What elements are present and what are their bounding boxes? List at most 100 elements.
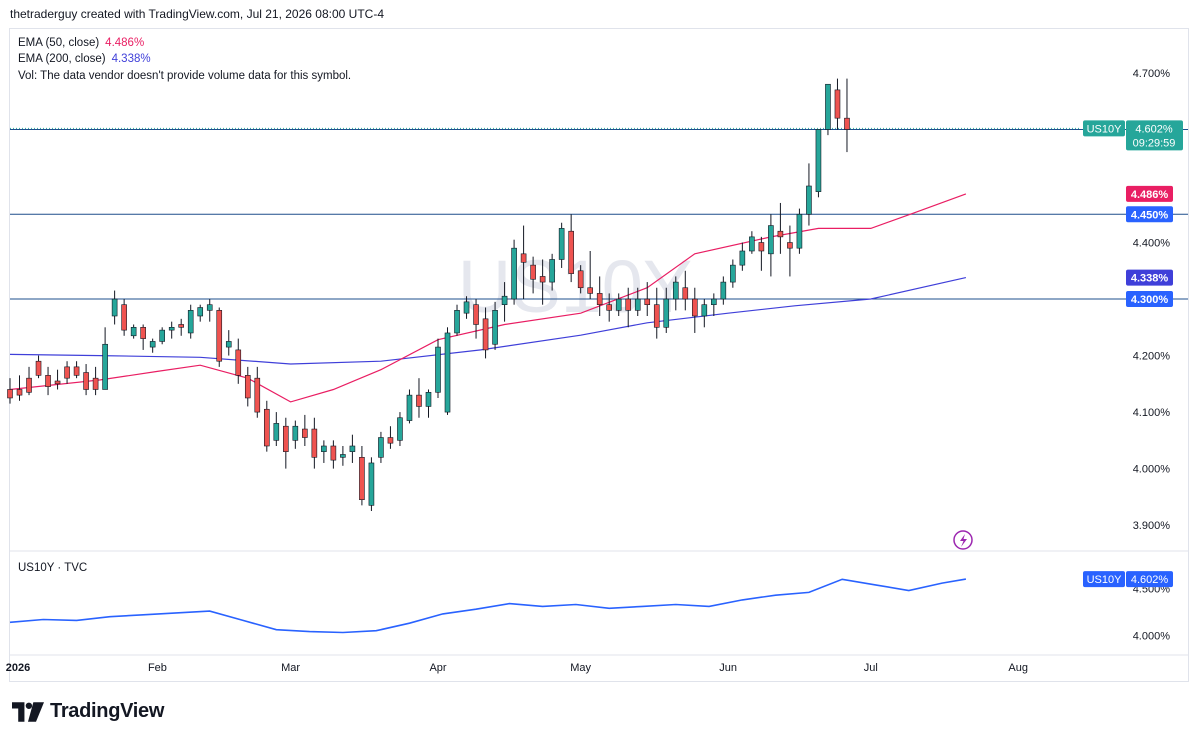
chart-frame [9,28,1189,682]
candle-body [140,327,146,339]
candle-body [511,247,517,300]
subpane-price-tag-label: 4.602% [1131,574,1169,586]
candle-body [777,230,784,238]
subpane-title: US10Y · TVC [18,562,88,574]
candle-body [368,462,375,506]
price-axis-label: 4.000% [1133,464,1171,476]
candle-body [149,341,156,348]
candle-body [691,298,698,317]
candle-body [321,445,327,452]
candle-body [444,332,451,413]
candle-body [7,389,13,399]
candle-body [672,281,679,300]
candle-body [302,428,308,438]
candle-body [720,281,727,300]
candle-body [26,377,32,393]
ema-tag-label: 4.486% [1131,189,1169,201]
candle-body [473,304,479,325]
time-axis-label: Jul [864,662,878,674]
level-tag-label: 4.450% [1131,209,1169,221]
candle-body [83,372,89,390]
candle-body [35,360,42,376]
candle-body [197,307,204,317]
candle-body [758,242,765,252]
legend-ema50[interactable]: EMA (50, close) 4.486% [18,36,144,50]
candle-body [45,375,51,387]
candle-body [834,89,841,119]
ema50-label: EMA (50, close) [18,37,100,49]
price-axis[interactable]: 3.900% 4.000% 4.100% 4.200% 4.400% 4.700% [1133,68,1171,532]
candle-body [330,445,337,461]
time-axis-label: Apr [429,662,446,674]
ema-tag-bg [1126,185,1173,202]
candle-body [397,417,403,441]
candle-body [739,250,746,266]
candle-body [235,349,242,376]
candle-body [682,287,689,300]
candle-body [263,408,270,447]
candle-body [634,298,641,311]
candle-body [378,437,384,458]
time-axis-label: Mar [281,662,300,674]
candle-body [102,343,108,390]
candle-body [815,129,822,192]
candle-body [482,318,489,351]
legend-ema200[interactable]: EMA (200, close) 4.338% [18,52,151,66]
candle-body [711,298,717,305]
level-tag-label: 4.300% [1131,294,1169,306]
level-tag-bg [1126,291,1173,308]
candle-body [121,304,127,331]
candle-body [206,304,213,311]
level-tag-bg [1126,206,1173,223]
time-axis[interactable]: 2026 Feb Mar Apr May Jun Jul Aug [6,662,1028,674]
candle-body [273,423,280,441]
candle-body [539,276,546,283]
candle-body [340,454,346,458]
candle-body [492,310,498,345]
candle-body [254,377,261,413]
subpane-line-series [9,578,967,634]
last-price-tag-bg [1126,120,1183,151]
candle-body [425,392,432,407]
candle-body [825,83,831,130]
candle-body [625,298,632,311]
sub-pane-line: 4.500%4.000%US10Y 4.602% [9,571,1173,642]
ema-tag-bg [1126,269,1173,286]
candle-body [111,298,118,317]
candle-body [644,298,651,305]
candle-body [615,298,622,311]
candle-body [577,270,584,289]
price-axis-label: 4.700% [1133,68,1171,80]
price-tags: 4.600%4.450%4.300%4.486%4.338%US10Y4.602… [1083,120,1183,308]
candle-body [454,310,460,334]
candle-body [178,324,184,328]
candle-body [701,304,708,317]
tradingview-logo[interactable]: TradingView [12,700,164,723]
candle-body [463,301,470,314]
ema50-value: 4.486% [105,37,145,49]
time-axis-label: Aug [1008,662,1028,674]
candle-body [92,377,99,390]
time-axis-label: Jun [719,662,737,674]
candle-body [292,425,299,441]
symbol-tag-label: US10Y [1087,123,1123,135]
candle-body [558,228,565,260]
ema-lines [9,193,967,403]
candle-body [244,375,251,399]
tradingview-brand: TradingView [50,700,165,722]
candle-body [568,230,574,274]
candle-body [787,242,793,249]
candle-body [311,428,318,458]
symbol-tag-bg [1083,120,1125,137]
candle-body [187,310,194,334]
candle-body [73,366,80,376]
candle-body [844,117,850,130]
candle-body [64,366,70,379]
candle-body [349,445,356,452]
alert-icon[interactable] [953,530,973,550]
candle-body [653,304,660,328]
time-axis-label: 2026 [6,662,30,674]
subpane-symbol-tag-bg [1083,571,1125,588]
attribution-header: thetraderguy created with TradingView.co… [10,7,384,21]
